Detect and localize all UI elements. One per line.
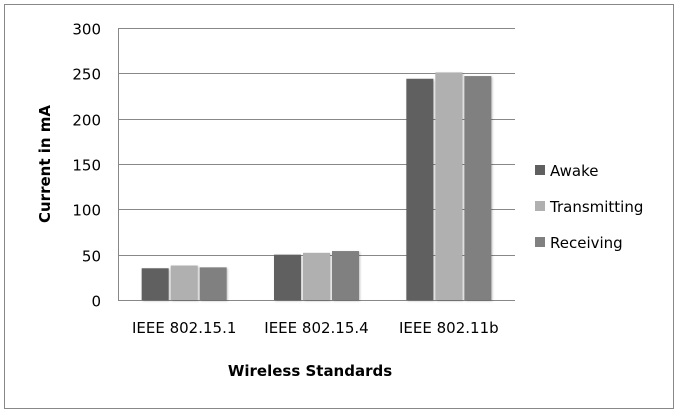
legend-label: Receiving: [550, 234, 623, 252]
legend-label: Awake: [550, 162, 599, 180]
legend-label: Transmitting: [549, 198, 643, 216]
legend: Awake Transmitting Receiving: [535, 162, 643, 252]
bar-receiving-0: [199, 267, 227, 300]
bar-awake-1: [274, 254, 301, 300]
bar-transmitting-2: [435, 72, 463, 300]
y-tick-label: 100: [72, 202, 101, 220]
bar-transmitting-0: [170, 265, 198, 300]
x-tick-label: IEEE 802.15.4: [264, 319, 368, 337]
y-axis-label: Current in mA: [36, 105, 54, 223]
y-tick-label: 50: [82, 248, 101, 266]
y-tick-label: 250: [72, 66, 101, 84]
y-tick-label: 0: [91, 293, 101, 311]
x-tick-label: IEEE 802.15.1: [132, 319, 236, 337]
legend-swatch: [535, 165, 545, 175]
bar-receiving-2: [464, 76, 492, 300]
y-tick-label: 200: [72, 112, 101, 130]
legend-swatch: [535, 237, 545, 247]
bar-transmitting-1: [303, 252, 330, 300]
x-tick-label: IEEE 802.11b: [399, 319, 499, 337]
chart-border: [4, 4, 674, 409]
bar-awake-2: [406, 78, 434, 300]
legend-swatch: [535, 201, 545, 211]
bar-awake-0: [141, 268, 169, 300]
bar-receiving-1: [332, 251, 359, 300]
x-axis-label: Wireless Standards: [228, 362, 392, 380]
y-tick-label: 150: [72, 157, 101, 175]
y-tick-label: 300: [72, 21, 101, 39]
